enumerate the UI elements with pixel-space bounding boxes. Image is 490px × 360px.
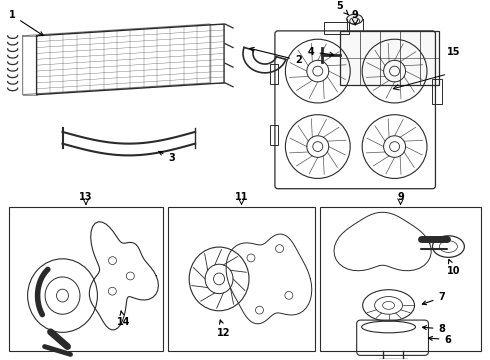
- Text: 3: 3: [159, 152, 175, 163]
- Bar: [270, 125, 278, 145]
- Bar: [320, 207, 481, 351]
- Text: 9: 9: [352, 10, 359, 20]
- Text: 7: 7: [422, 292, 445, 305]
- Bar: [168, 207, 315, 351]
- Text: 13: 13: [79, 192, 93, 202]
- Text: 4: 4: [308, 47, 334, 57]
- Text: 11: 11: [235, 192, 248, 202]
- Text: 2: 2: [250, 48, 302, 65]
- Text: 14: 14: [117, 311, 130, 327]
- Text: 1: 1: [9, 10, 43, 36]
- Bar: [433, 80, 442, 104]
- Text: 15: 15: [447, 48, 461, 58]
- Text: 8: 8: [422, 324, 445, 334]
- Text: 10: 10: [447, 260, 460, 276]
- Text: 5: 5: [337, 1, 348, 15]
- Text: 6: 6: [428, 335, 451, 345]
- Text: 12: 12: [217, 320, 231, 338]
- Bar: [324, 22, 349, 34]
- Bar: [270, 64, 278, 84]
- Bar: [9, 207, 163, 351]
- Bar: [340, 31, 440, 85]
- Text: 9: 9: [397, 192, 404, 202]
- Ellipse shape: [347, 14, 363, 24]
